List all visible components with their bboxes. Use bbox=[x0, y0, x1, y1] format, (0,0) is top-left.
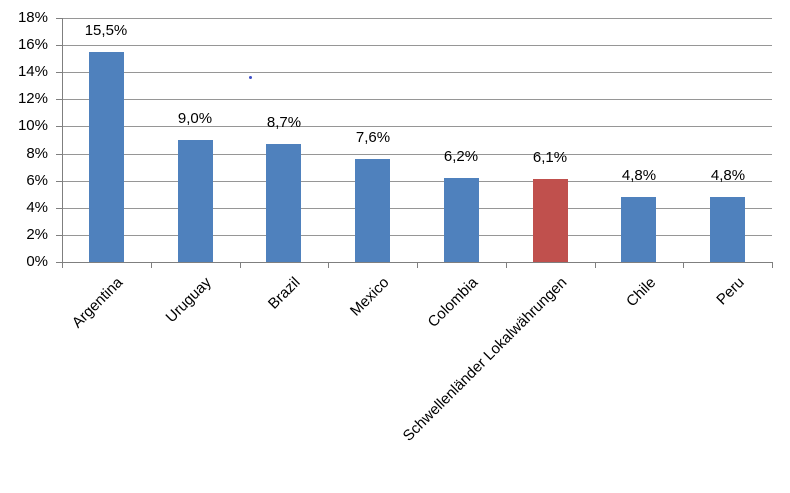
y-axis-tick-label: 18% bbox=[17, 9, 48, 26]
data-label-colombia: 6,2% bbox=[443, 148, 479, 165]
y-tick-mark bbox=[56, 126, 62, 127]
x-tick-mark bbox=[240, 262, 241, 268]
y-axis-tick-label: 4% bbox=[26, 199, 48, 216]
bar-brazil bbox=[266, 144, 301, 262]
gridline-14pct bbox=[62, 72, 772, 73]
y-tick-mark bbox=[56, 18, 62, 19]
gridline-12pct bbox=[62, 99, 772, 100]
y-tick-mark bbox=[56, 154, 62, 155]
y-axis-tick-label: 10% bbox=[17, 117, 48, 134]
y-tick-mark bbox=[56, 99, 62, 100]
y-tick-mark bbox=[56, 45, 62, 46]
bar-colombia bbox=[444, 178, 479, 262]
data-label-mexico: 7,6% bbox=[355, 129, 391, 146]
gridline-16pct bbox=[62, 45, 772, 46]
x-tick-mark bbox=[683, 262, 684, 268]
gridline-10pct bbox=[62, 126, 772, 127]
y-tick-mark bbox=[56, 208, 62, 209]
gridline-8pct bbox=[62, 154, 772, 155]
x-axis-label-mexico: Mexico bbox=[347, 274, 393, 320]
y-axis-tick-label: 16% bbox=[17, 36, 48, 53]
bar-argentina bbox=[89, 52, 124, 262]
y-axis-tick-label: 2% bbox=[26, 226, 48, 243]
y-tick-mark bbox=[56, 181, 62, 182]
data-label-chile: 4,8% bbox=[621, 167, 657, 184]
x-axis-label-schwellenlaender-lokalwaehrungen: Schwellenländer Lokalwährungen bbox=[399, 274, 571, 445]
y-tick-mark bbox=[56, 235, 62, 236]
x-axis-label-chile: Chile bbox=[622, 274, 659, 311]
gridline-4pct bbox=[62, 208, 772, 209]
x-axis-label-peru: Peru bbox=[713, 274, 748, 309]
data-label-argentina: 15,5% bbox=[84, 22, 128, 39]
x-tick-mark bbox=[62, 262, 63, 268]
x-axis-label-brazil: Brazil bbox=[265, 274, 304, 313]
x-axis-label-colombia: Colombia bbox=[424, 274, 482, 331]
data-label-peru: 4,8% bbox=[710, 167, 746, 184]
gridline-18pct bbox=[62, 18, 772, 19]
y-axis-tick-label: 0% bbox=[26, 253, 48, 270]
y-tick-mark bbox=[56, 72, 62, 73]
bar-schwellenlaender-lokalwaehrungen bbox=[533, 179, 568, 262]
stray-dot bbox=[249, 76, 252, 79]
x-tick-mark bbox=[595, 262, 596, 268]
bar-mexico bbox=[355, 159, 390, 262]
y-axis-tick-label: 14% bbox=[17, 63, 48, 80]
gridline-2pct bbox=[62, 235, 772, 236]
bar-peru bbox=[710, 197, 745, 262]
gridline-6pct bbox=[62, 181, 772, 182]
data-label-uruguay: 9,0% bbox=[177, 110, 213, 127]
y-axis-line bbox=[62, 18, 63, 268]
y-axis-tick-label: 12% bbox=[17, 90, 48, 107]
y-tick-mark bbox=[56, 262, 62, 263]
y-axis-tick-label: 6% bbox=[26, 172, 48, 189]
y-axis-tick-label: 8% bbox=[26, 145, 48, 162]
x-tick-mark bbox=[151, 262, 152, 268]
x-axis-label-uruguay: Uruguay bbox=[163, 274, 216, 327]
data-label-brazil: 8,7% bbox=[266, 114, 302, 131]
x-axis-label-argentina: Argentina bbox=[68, 274, 127, 332]
x-tick-mark bbox=[772, 262, 773, 268]
bar-chile bbox=[621, 197, 656, 262]
bar-uruguay bbox=[178, 140, 213, 262]
x-tick-mark bbox=[328, 262, 329, 268]
x-tick-mark bbox=[417, 262, 418, 268]
data-label-schwellenlaender-lokalwaehrungen: 6,1% bbox=[532, 149, 568, 166]
x-tick-mark bbox=[506, 262, 507, 268]
